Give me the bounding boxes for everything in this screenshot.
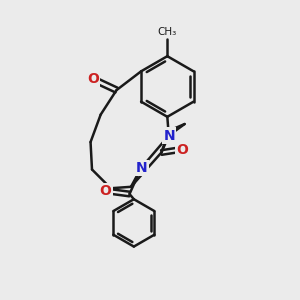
Text: O: O — [88, 72, 99, 86]
Text: CH₃: CH₃ — [158, 27, 177, 37]
Text: N: N — [136, 161, 148, 175]
Text: N: N — [164, 129, 175, 142]
Text: O: O — [176, 142, 188, 157]
Text: O: O — [100, 184, 112, 198]
